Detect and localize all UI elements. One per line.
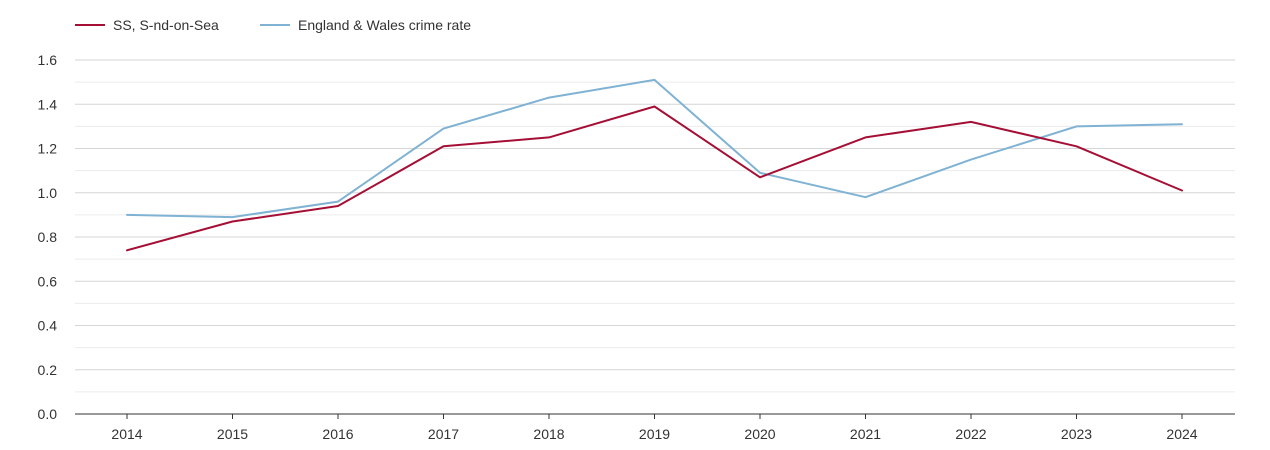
y-tick-label: 0.4 (38, 318, 58, 334)
x-tick-label: 2015 (217, 426, 248, 442)
y-tick-label: 0.6 (38, 273, 58, 289)
x-axis: 2014 2015 2016 2017 2018 2019 2020 2021 2022 2023… (75, 413, 1235, 442)
y-tick-label: 0.8 (38, 229, 58, 245)
x-tick-label: 2019 (639, 426, 670, 442)
legend-label-series-2: England & Wales crime rate (298, 17, 471, 33)
x-tick-label: 2024 (1166, 426, 1197, 442)
x-tick-label: 2023 (1061, 426, 1092, 442)
legend-item-series-1[interactable]: SS, S-nd-on-Sea (75, 17, 219, 33)
x-tick-label: 2018 (533, 426, 564, 442)
y-tick-label: 0.0 (38, 406, 58, 422)
x-tick-label: 2020 (744, 426, 775, 442)
x-tick-label: 2022 (955, 426, 986, 442)
x-tick-label: 2017 (428, 426, 459, 442)
x-tick-label: 2016 (322, 426, 353, 442)
legend: SS, S-nd-on-Sea England & Wales crime ra… (75, 17, 471, 33)
y-tick-label: 1.4 (38, 96, 58, 112)
series-line-1[interactable] (126, 105, 1183, 252)
y-tick-label: 1.6 (38, 52, 58, 68)
x-tick-label: 2014 (111, 426, 142, 442)
y-tick-label: 1.2 (38, 141, 58, 157)
y-tick-label: 0.2 (38, 362, 58, 378)
x-tick-label: 2021 (850, 426, 881, 442)
y-axis: 0.0 0.2 0.4 0.6 0.8 1.0 1.2 1.4 1.6 (38, 52, 58, 422)
legend-label-series-1: SS, S-nd-on-Sea (113, 17, 219, 33)
legend-item-series-2[interactable]: England & Wales crime rate (260, 17, 471, 33)
y-tick-label: 1.0 (38, 185, 58, 201)
plot-area (126, 78, 1183, 252)
gridlines (75, 59, 1235, 393)
